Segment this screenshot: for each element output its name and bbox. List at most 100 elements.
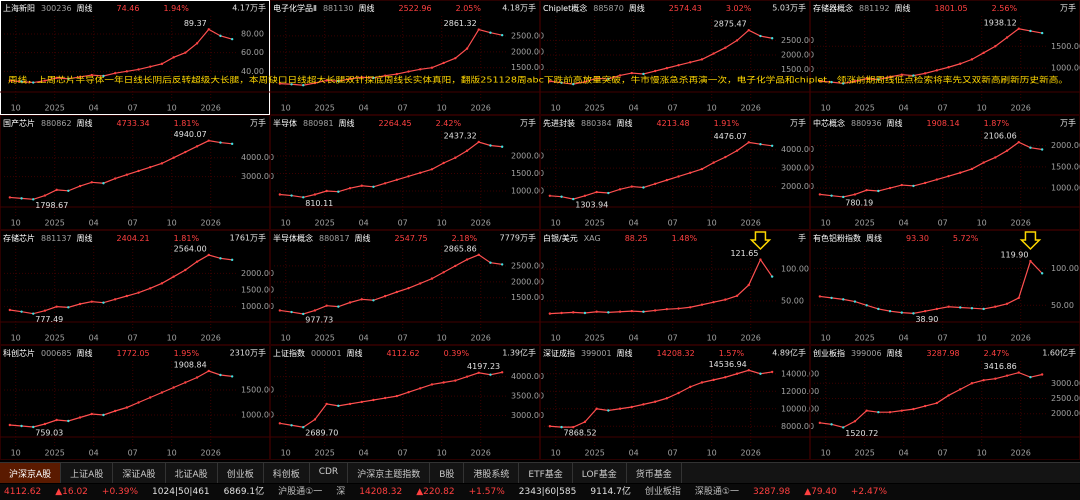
volume-label: 5.03万手 (772, 3, 806, 13)
close-point (700, 381, 704, 384)
volume-label: 1.39亿手 (502, 348, 536, 358)
close-point (607, 191, 610, 195)
price-line (549, 258, 773, 315)
x-tick-label: 2026 (471, 449, 491, 458)
close-point (560, 195, 563, 198)
close-point (348, 301, 352, 304)
close-point (947, 174, 950, 178)
high-label: 4940.07 (174, 130, 207, 139)
close-point (372, 76, 375, 80)
header-code: 880817 (319, 234, 350, 243)
close-point (219, 141, 222, 144)
low-label: 38.90 (915, 315, 938, 324)
close-point (489, 31, 492, 34)
close-point (90, 73, 93, 77)
header-code: 399006 (851, 349, 882, 358)
tab[interactable]: LOF基金 (573, 463, 627, 483)
x-tick-label: 10 (167, 334, 177, 343)
high-label: 2875.47 (714, 20, 747, 29)
close-point (102, 74, 105, 78)
annotation: 周线，上周芯片半导体一年日线长阴后反转超级大长腿，本周缺口日线超大长腿双针探底周… (8, 75, 1068, 85)
close-point (712, 52, 715, 55)
close-point (278, 309, 282, 312)
close-point (454, 156, 457, 159)
header-code: 000001 (311, 349, 342, 358)
status-item: 2343|60|585 (518, 487, 577, 497)
x-tick-label: 2025 (315, 219, 335, 228)
close-point (853, 420, 857, 423)
y-tick-label: 60.00 (241, 48, 264, 57)
close-point (372, 398, 375, 402)
close-point (172, 386, 175, 389)
y-tick-label: 1500.00 (241, 286, 274, 295)
x-tick-label: 07 (668, 219, 678, 228)
close-point (195, 42, 199, 45)
tab[interactable]: 港股系统 (464, 463, 520, 483)
close-point (465, 47, 469, 50)
close-point (1017, 296, 1020, 300)
close-point (500, 263, 504, 266)
tab[interactable]: B股 (430, 463, 465, 483)
header-period: 周线 (355, 233, 371, 243)
close-point (172, 156, 175, 159)
close-point (770, 144, 774, 148)
close-point (290, 310, 293, 314)
panel-header: 上证指数 000001 周线 4112.62 0.39% (273, 348, 469, 358)
volume-label: 4.89亿手 (772, 348, 806, 358)
close-point (43, 79, 47, 82)
close-point (395, 72, 399, 76)
close-point (735, 39, 739, 42)
close-point (842, 195, 845, 199)
tab[interactable]: 上证A股 (61, 463, 114, 483)
tab[interactable]: CDR (310, 463, 349, 483)
x-tick-label: 2026 (201, 449, 221, 458)
close-point (994, 45, 997, 48)
volume-label: 万手 (1060, 118, 1076, 128)
x-tick-label: 10 (551, 104, 561, 113)
close-point (160, 162, 164, 165)
close-point (747, 141, 750, 144)
panel-header: 先进封装 880384 周线 4213.48 1.91% (543, 118, 739, 128)
status-item: 14208.32 (359, 487, 403, 497)
close-point (923, 404, 927, 408)
y-tick-label: 1500.00 (511, 293, 544, 302)
tab[interactable]: 货币基金 (627, 463, 682, 483)
tab[interactable]: ETF基金 (519, 463, 573, 483)
tab[interactable]: 科创板 (264, 463, 310, 483)
close-point (337, 404, 340, 408)
close-point (853, 300, 857, 303)
tab[interactable]: 沪深京主题指数 (348, 463, 431, 483)
close-point (677, 307, 680, 310)
tab[interactable]: 北证A股 (166, 463, 218, 483)
tab[interactable]: 创业板 (218, 463, 264, 483)
close-point (830, 296, 833, 300)
close-point (137, 401, 140, 404)
y-tick-label: 2000.00 (511, 47, 544, 56)
y-tick-label: 2000.00 (781, 182, 814, 191)
close-point (278, 422, 282, 425)
header-name: 存储芯片 (3, 233, 35, 243)
close-point (853, 193, 857, 196)
close-point (454, 264, 457, 268)
x-tick-label: 10 (977, 334, 987, 343)
high-label: 2865.86 (444, 244, 477, 253)
close-point (724, 298, 727, 301)
close-point (572, 425, 575, 429)
close-point (583, 194, 587, 197)
close-point (994, 305, 997, 308)
y-tick-label: 4000.00 (781, 145, 814, 154)
close-point (618, 188, 622, 191)
close-point (313, 418, 317, 421)
close-point (900, 73, 903, 76)
close-point (360, 298, 363, 301)
volume-label: 4.17万手 (232, 3, 266, 13)
header-price: 3287.98 (927, 349, 960, 358)
x-tick-label: 10 (977, 219, 987, 228)
header-code: 300236 (41, 4, 72, 13)
header-name: 半导体 (273, 118, 297, 128)
close-point (465, 258, 469, 261)
close-point (912, 184, 915, 188)
tab[interactable]: 深证A股 (113, 463, 166, 483)
tab[interactable]: 沪深京A股 (0, 463, 62, 483)
close-point (982, 161, 985, 164)
